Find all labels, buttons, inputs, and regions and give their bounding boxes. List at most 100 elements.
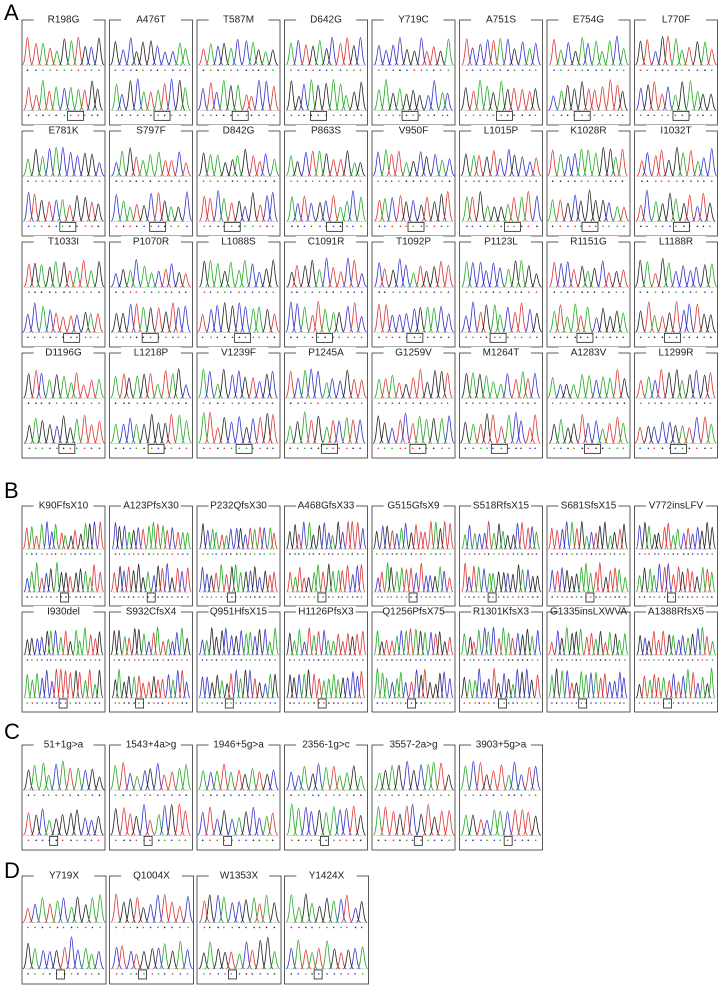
base-dot: [413, 794, 415, 796]
base-dot: [534, 447, 536, 450]
base-dot: [202, 69, 205, 71]
panel-frame: [284, 241, 368, 348]
base-dot: [696, 69, 699, 71]
base-dot: [305, 926, 307, 929]
trace-peak: [400, 383, 412, 399]
trace-peak: [22, 908, 34, 923]
base-dot: [390, 596, 392, 598]
mutation-box: [673, 221, 690, 232]
base-dot: [332, 596, 334, 598]
base-dot: [341, 596, 344, 598]
trace-peak: [407, 532, 416, 550]
base-dot: [273, 114, 275, 117]
base-dot: [185, 402, 187, 404]
trace-peak: [217, 680, 226, 699]
base-dot: [202, 553, 204, 555]
trace-peak: [529, 372, 541, 399]
trace-peak: [299, 265, 311, 288]
panel-title: S518RfsX15: [473, 501, 530, 512]
trace-peak: [124, 269, 136, 288]
base-dot: [435, 553, 437, 555]
base-dot: [235, 553, 238, 555]
trace-peak: [180, 384, 192, 399]
base-dot: [115, 225, 118, 228]
trace-peak: [562, 521, 571, 550]
base-dot: [114, 69, 117, 71]
base-dot: [472, 336, 474, 339]
trace-peak: [435, 305, 447, 333]
trace-peak: [664, 563, 673, 593]
base-dot: [35, 839, 38, 842]
base-dot: [166, 596, 169, 598]
base-dot: [264, 702, 267, 704]
trace-peak: [145, 192, 157, 222]
trace-peak: [131, 897, 144, 923]
panel-frame: [634, 130, 718, 237]
base-dot: [202, 180, 205, 182]
base-dot: [63, 114, 66, 117]
base-dot: [603, 702, 606, 704]
base-dot: [76, 225, 78, 228]
base-dot: [520, 291, 523, 293]
trace-peak: [86, 634, 95, 656]
base-dot: [56, 447, 58, 450]
base-dot: [668, 336, 671, 339]
base-dot: [410, 596, 412, 598]
title-bg: [558, 500, 619, 512]
base-dot: [290, 114, 293, 117]
mutation-box: [147, 443, 165, 454]
base-dot: [595, 402, 598, 404]
trace-peak: [515, 259, 527, 288]
trace-peak: [575, 200, 587, 222]
base-dot: [70, 926, 73, 929]
base-dot: [148, 702, 150, 704]
panel-frame: [371, 744, 456, 851]
trace-peak: [166, 160, 177, 177]
trace-peak: [558, 567, 567, 593]
trace-peak: [261, 628, 270, 656]
trace-peak: [348, 520, 357, 550]
base-dot: [434, 596, 436, 598]
base-dot: [258, 114, 260, 117]
trace-peak: [435, 762, 447, 791]
base-dot: [400, 702, 402, 704]
base-dot: [138, 702, 140, 704]
trace-peak: [503, 534, 512, 550]
mutation-box: [316, 332, 333, 343]
base-dot: [710, 114, 712, 117]
base-dot: [623, 553, 625, 555]
base-dot: [405, 180, 408, 182]
base-dot: [492, 402, 495, 404]
base-dot: [352, 225, 354, 228]
base-dot: [158, 180, 160, 182]
panel-title: 3557-2a>g: [389, 740, 437, 751]
trace-peak: [634, 310, 647, 333]
trace-peak: [655, 368, 667, 399]
base-dot: [356, 702, 359, 704]
trace-peak: [179, 810, 191, 836]
base-dot: [500, 402, 502, 404]
trace-peak: [267, 812, 279, 836]
trace-peak: [46, 630, 55, 656]
base-dot: [599, 702, 602, 704]
base-dot: [531, 659, 533, 661]
base-dot: [157, 225, 160, 228]
trace-peak: [178, 531, 187, 550]
base-dot: [63, 69, 66, 71]
trace-peak: [326, 378, 338, 399]
base-dot: [682, 180, 684, 182]
trace-peak: [683, 46, 695, 66]
base-dot: [657, 553, 660, 555]
trace-peak: [335, 952, 347, 970]
trace-peak: [446, 522, 455, 550]
trace-peak: [557, 637, 566, 656]
trace-peak: [411, 628, 420, 656]
trace-peak: [145, 904, 157, 923]
base-dot: [447, 336, 450, 339]
trace-peak: [58, 261, 70, 288]
base-dot: [609, 553, 612, 555]
base-dot: [221, 659, 223, 661]
base-dot: [655, 225, 657, 228]
base-dot: [378, 69, 380, 71]
base-dot: [48, 180, 51, 182]
